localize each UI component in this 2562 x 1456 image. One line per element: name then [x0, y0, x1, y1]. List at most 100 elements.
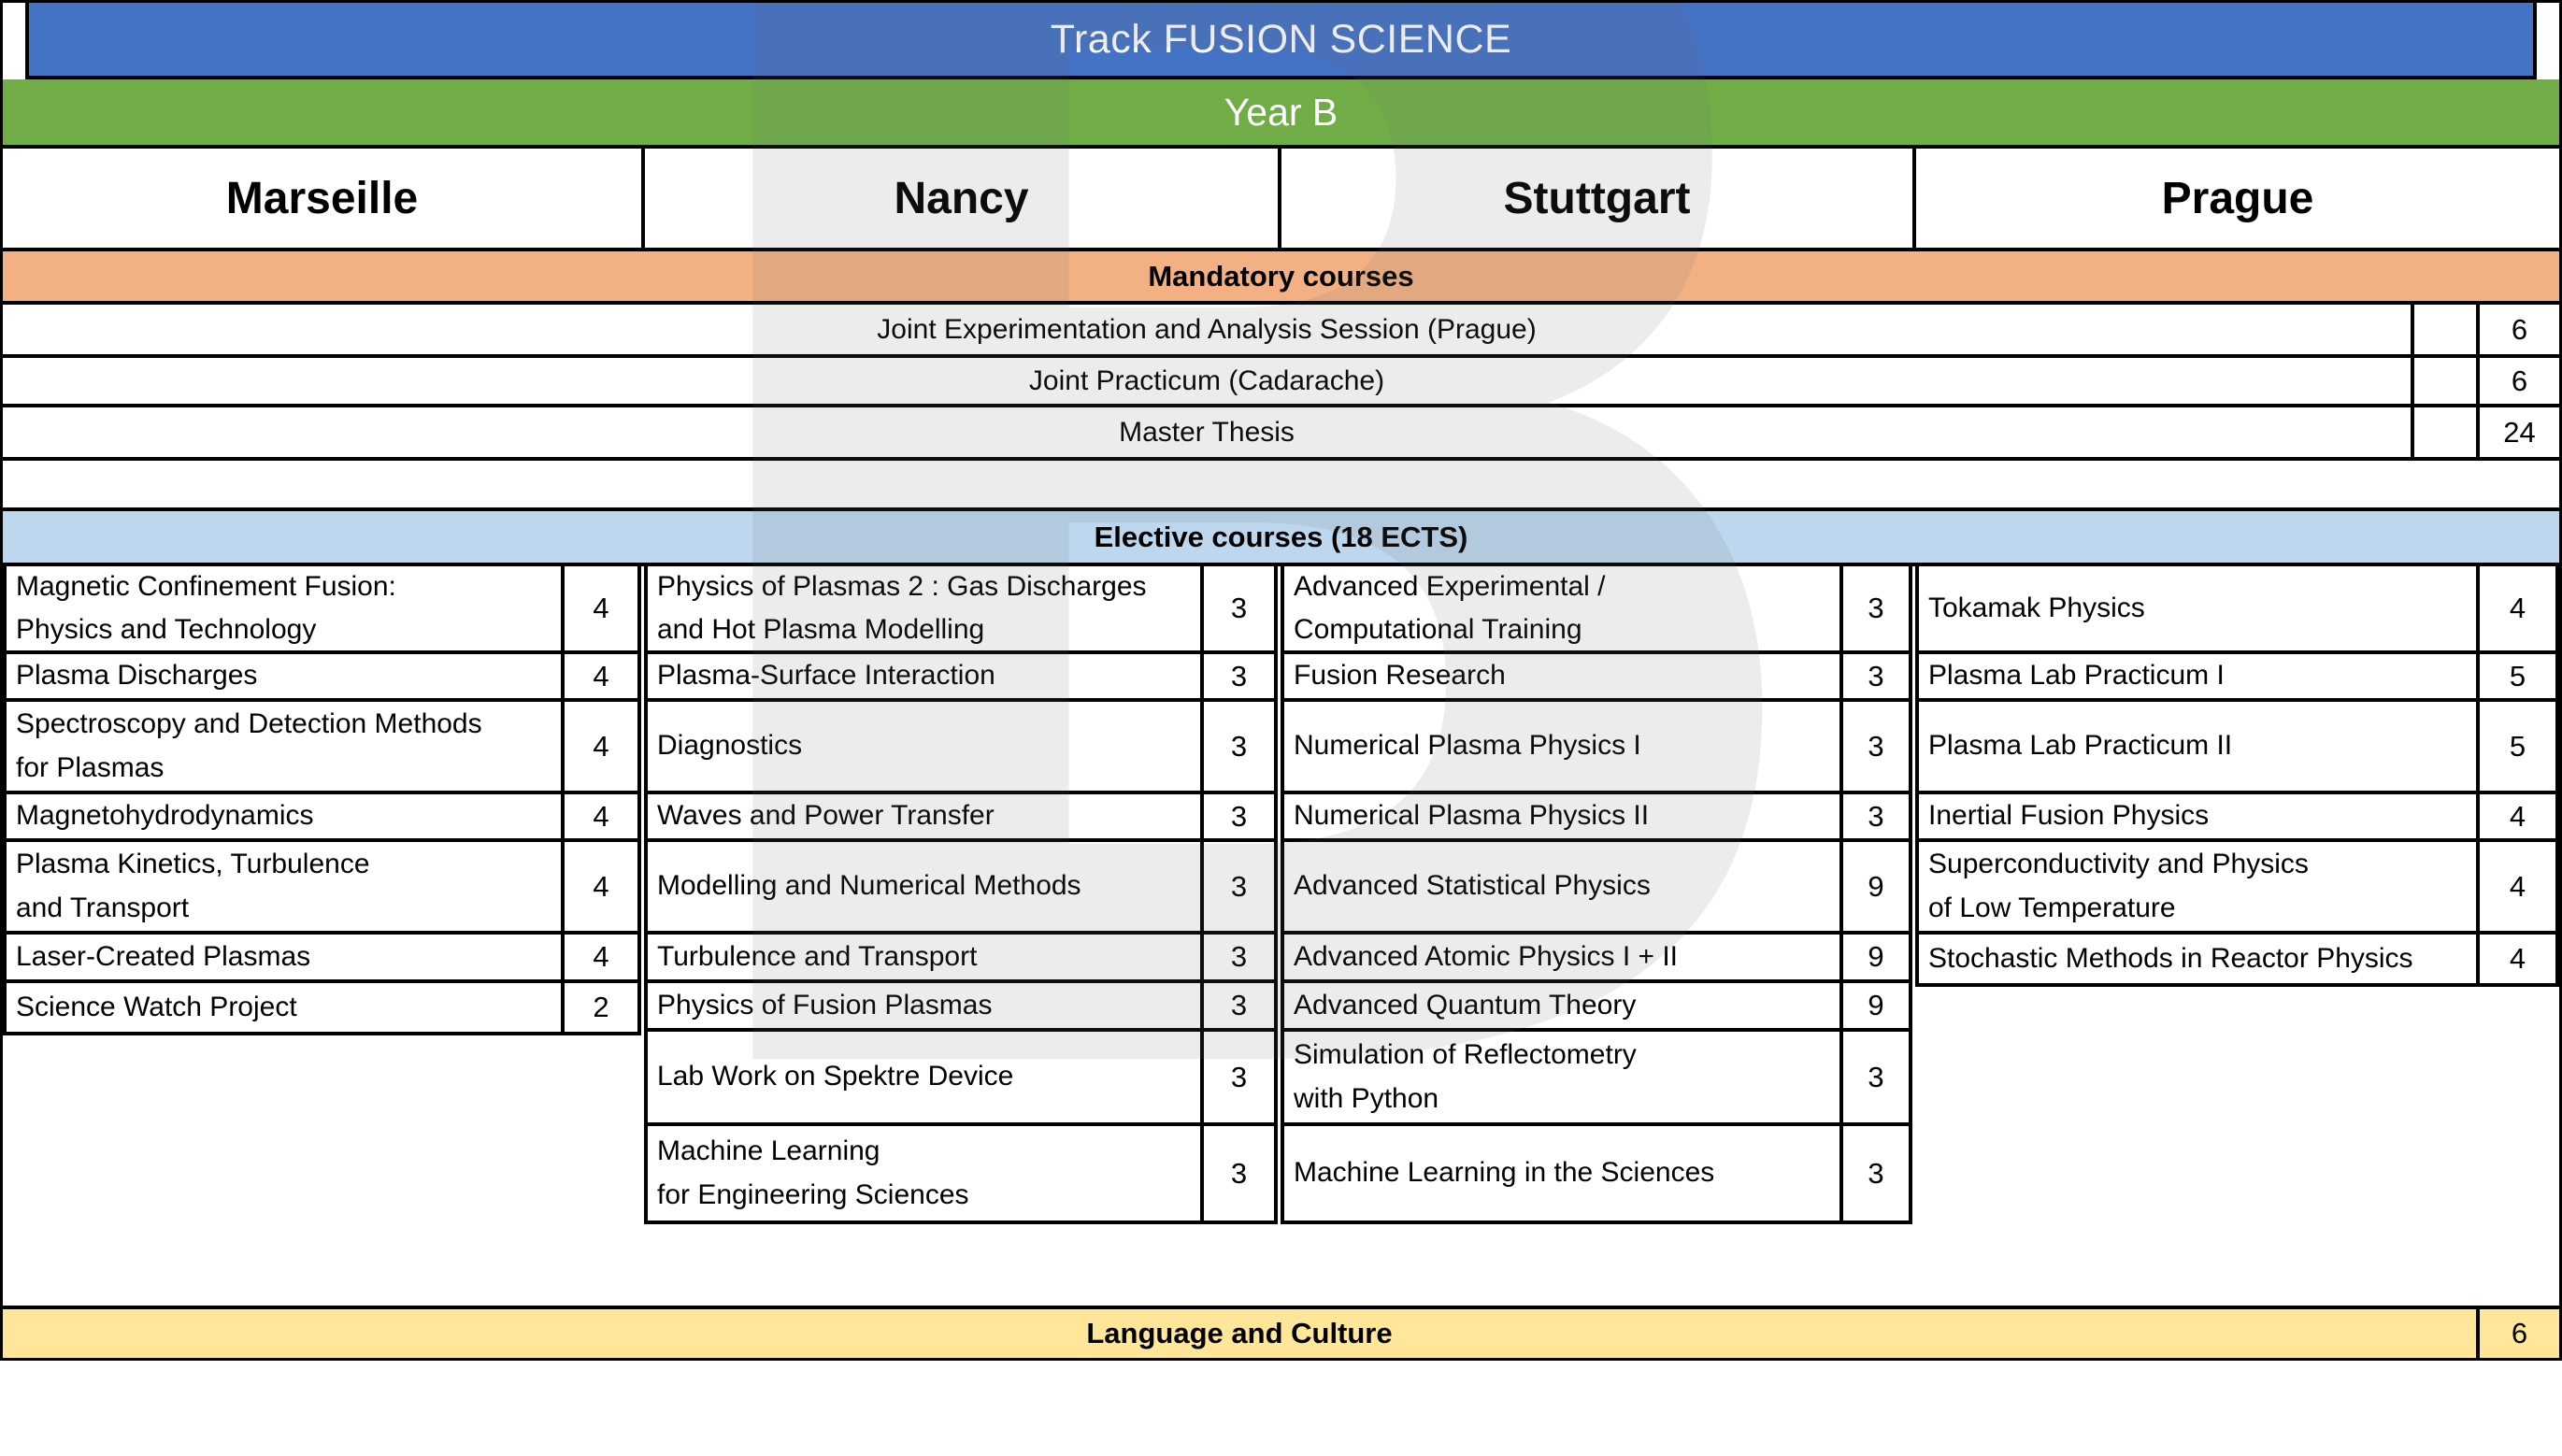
course-name: Numerical Plasma Physics I: [1294, 730, 1641, 762]
course-row: Magnetohydrodynamics 4: [7, 794, 637, 842]
course-name: Diagnostics: [657, 730, 803, 762]
course-name: Stochastic Methods in Reactor Physics: [1928, 942, 2413, 974]
mandatory-course-ects: 6: [2476, 358, 2559, 404]
course-ects: 3: [1200, 1032, 1274, 1122]
course-name: Inertial Fusion Physics: [1928, 800, 2210, 832]
language-culture-row: Language and Culture 6: [3, 1306, 2559, 1358]
course-name: Science Watch Project: [16, 991, 297, 1022]
course-ects: 3: [1839, 1032, 1909, 1122]
course-ects: 3: [1839, 654, 1909, 698]
course-ects: 3: [1839, 794, 1909, 838]
course-row: Numerical Plasma Physics II 3: [1284, 794, 1909, 842]
course-ects: 3: [1839, 702, 1909, 791]
mandatory-courses-label: Mandatory courses: [1148, 259, 1414, 293]
course-row: Magnetic Confinement Fusion: Physics and…: [7, 566, 637, 654]
course-name: Lab Work on Spektre Device: [657, 1061, 1014, 1092]
course-name: Advanced Quantum Theory: [1294, 989, 1637, 1021]
course-name: Laser-Created Plasmas: [16, 940, 311, 972]
course-ects: 4: [561, 566, 637, 650]
course-row: Numerical Plasma Physics I 3: [1284, 702, 1909, 794]
course-name: Plasma Lab Practicum I: [1928, 660, 2225, 692]
mandatory-spacer-cell: [2411, 407, 2476, 457]
track-title-band: Track FUSION SCIENCE: [25, 3, 2537, 79]
course-name: Superconductivity and Physics of Low Tem…: [1928, 849, 2309, 923]
course-name: Modelling and Numerical Methods: [657, 870, 1081, 902]
city-header-row: Marseille Nancy Stuttgart Prague: [3, 149, 2559, 251]
course-ects: 3: [1200, 566, 1274, 650]
course-ects: 3: [1200, 654, 1274, 698]
course-row: Inertial Fusion Physics 4: [1919, 794, 2555, 842]
elective-column-marseille: Magnetic Confinement Fusion: Physics and…: [3, 566, 641, 1035]
mandatory-course-name: Master Thesis: [1119, 416, 1295, 448]
course-ects: 3: [1200, 794, 1274, 838]
course-ects: 4: [2476, 566, 2555, 650]
city-cell-prague: Prague: [1912, 149, 2559, 248]
elective-column-stuttgart: Advanced Experimental / Computational Tr…: [1281, 566, 1912, 1224]
city-cell-marseille: Marseille: [225, 173, 419, 223]
course-row: Physics of Fusion Plasmas 3: [648, 983, 1274, 1032]
course-row: Spectroscopy and Detection Methods for P…: [7, 702, 637, 794]
year-label: Year B: [1224, 90, 1338, 134]
course-row: Waves and Power Transfer 3: [648, 794, 1274, 842]
course-row: Physics of Plasmas 2 : Gas Discharges an…: [648, 566, 1274, 654]
course-name: Turbulence and Transport: [657, 940, 978, 972]
course-ects: 5: [2476, 654, 2555, 698]
course-ects: 4: [561, 842, 637, 931]
course-ects: 4: [2476, 935, 2555, 983]
course-row: Simulation of Reflectometry with Python 3: [1284, 1032, 1909, 1126]
mandatory-row: Master Thesis 24: [3, 407, 2559, 461]
elective-courses-label: Elective courses (18 ECTS): [1094, 520, 1468, 553]
course-row: Plasma Lab Practicum I 5: [1919, 654, 2555, 702]
course-ects: 4: [2476, 842, 2555, 931]
course-name: Plasma Lab Practicum II: [1928, 730, 2233, 762]
course-row: Plasma Discharges 4: [7, 654, 637, 702]
course-name: Physics of Fusion Plasmas: [657, 989, 993, 1021]
course-name: Advanced Statistical Physics: [1294, 870, 1651, 902]
mandatory-spacer-cell: [2411, 358, 2476, 404]
course-ects: 9: [1839, 935, 1909, 979]
course-ects: 5: [2476, 702, 2555, 791]
mandatory-course-ects: 6: [2476, 305, 2559, 354]
course-name: Simulation of Reflectometry with Python: [1294, 1039, 1637, 1114]
course-name: Plasma Kinetics, Turbulence and Transpor…: [16, 849, 370, 923]
course-ects: 3: [1839, 566, 1909, 650]
course-ects: 4: [561, 794, 637, 838]
course-ects: 3: [1200, 842, 1274, 931]
course-name: Plasma-Surface Interaction: [657, 660, 995, 692]
course-row: Turbulence and Transport 3: [648, 935, 1274, 983]
mandatory-spacer-cell: [2411, 305, 2476, 354]
course-ects: 3: [1200, 935, 1274, 979]
curriculum-table: Track FUSION SCIENCE Year B Marseille Na…: [3, 3, 2559, 1358]
course-row: Plasma Lab Practicum II 5: [1919, 702, 2555, 794]
course-ects: 2: [561, 983, 637, 1032]
course-ects: 4: [2476, 794, 2555, 838]
elective-courses-grid: Magnetic Confinement Fusion: Physics and…: [3, 566, 2559, 1254]
course-row: Science Watch Project 2: [7, 983, 637, 1032]
elective-courses-header: Elective courses (18 ECTS): [3, 511, 2559, 566]
course-row: Machine Learning in the Sciences 3: [1284, 1126, 1909, 1220]
course-name: Numerical Plasma Physics II: [1294, 800, 1650, 832]
mandatory-course-ects: 24: [2476, 407, 2559, 457]
course-row: Superconductivity and Physics of Low Tem…: [1919, 842, 2555, 935]
course-name: Machine Learning for Engineering Science…: [657, 1135, 969, 1210]
course-row: Machine Learning for Engineering Science…: [648, 1126, 1274, 1220]
course-row: Stochastic Methods in Reactor Physics 4: [1919, 935, 2555, 983]
course-name: Advanced Atomic Physics I + II: [1294, 940, 1679, 972]
mandatory-course-name: Joint Practicum (Cadarache): [1028, 364, 1385, 396]
course-name: Fusion Research: [1294, 660, 1506, 692]
course-name: Magnetic Confinement Fusion: Physics and…: [16, 570, 396, 646]
course-name: Machine Learning in the Sciences: [1294, 1157, 1715, 1189]
city-cell-stuttgart: Stuttgart: [1278, 149, 1912, 248]
course-row: Fusion Research 3: [1284, 654, 1909, 702]
course-name: Physics of Plasmas 2 : Gas Discharges an…: [657, 570, 1147, 646]
course-row: Diagnostics 3: [648, 702, 1274, 794]
mandatory-course-name: Joint Experimentation and Analysis Sessi…: [877, 313, 1537, 345]
bottom-gap: [3, 1254, 2559, 1306]
track-title: Track FUSION SCIENCE: [1050, 16, 1512, 62]
course-row: Advanced Quantum Theory 9: [1284, 983, 1909, 1032]
year-band: Year B: [3, 79, 2559, 149]
elective-column-nancy: Physics of Plasmas 2 : Gas Discharges an…: [644, 566, 1278, 1224]
mandatory-courses-header: Mandatory courses: [3, 251, 2559, 305]
spacer-row: [3, 461, 2559, 511]
course-row: Advanced Experimental / Computational Tr…: [1284, 566, 1909, 654]
